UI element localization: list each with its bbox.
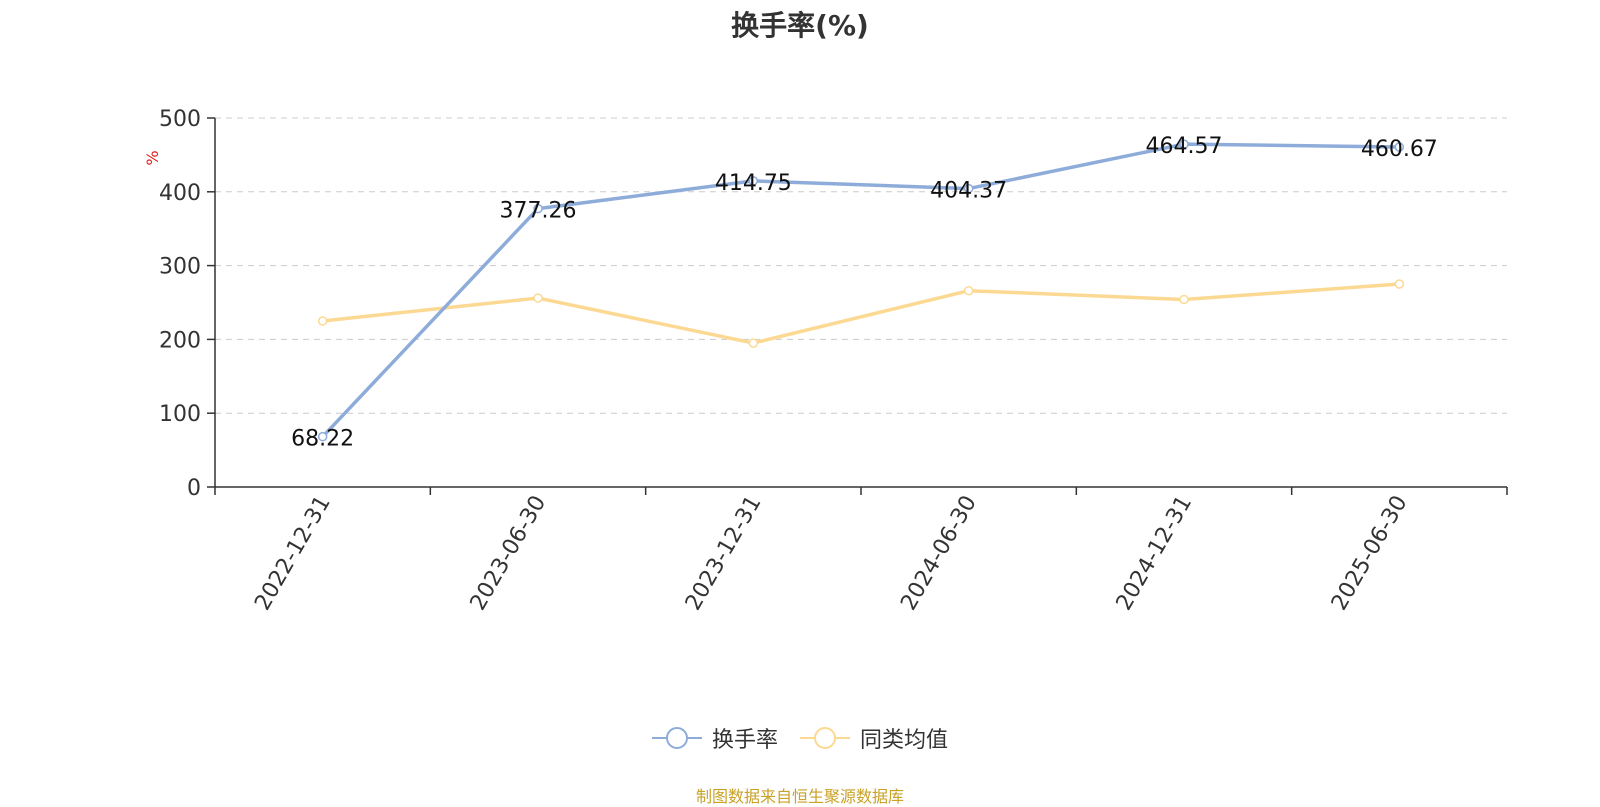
data-label-2024-06-30: 404.37 (930, 179, 1007, 204)
y-tick-label-300: 300 (159, 255, 201, 280)
data-label-2025-06-30: 460.67 (1361, 137, 1438, 162)
legend-symbol-turnover (651, 726, 702, 750)
x-tick-label-2024-06-30: 2024-06-30 (896, 492, 982, 615)
series-0-point-2024-12-31 (1179, 139, 1189, 149)
legend-label-peer-average: 同类均值 (860, 728, 949, 753)
data-label-2023-12-31: 414.75 (715, 171, 792, 196)
series-1-point-2024-12-31 (1179, 294, 1189, 305)
source-note: 制图数据来自恒生聚源数据库 (695, 787, 904, 806)
series-1-point-2023-06-30 (533, 293, 543, 303)
legend-symbol-peer-average (800, 726, 850, 750)
series-0-point-2024-06-30 (963, 183, 974, 194)
x-tick-label-2022-12-31: 2022-12-31 (250, 492, 336, 615)
series-0-point-2022-12-31 (317, 431, 328, 442)
legend-item-peer-average[interactable]: 同类均值 (800, 722, 948, 754)
series-1-point-2022-12-31 (317, 316, 328, 326)
series-1-point-2025-06-30 (1394, 279, 1405, 289)
legend: 换手率 同类均值 (0, 722, 1600, 754)
y-axis-label: % (143, 150, 162, 165)
x-tick-label-2023-12-31: 2023-12-31 (681, 492, 767, 615)
data-label-2022-12-31: 68.22 (291, 427, 354, 452)
legend-label-turnover: 换手率 (711, 728, 778, 753)
data-label-2024-12-31: 464.57 (1146, 134, 1223, 159)
series-0-point-2023-12-31 (748, 176, 759, 186)
series-1-point-2024-06-30 (963, 285, 974, 296)
chart-title: 换手率(%) (731, 9, 869, 42)
y-tick-label-100: 100 (159, 402, 201, 427)
y-tick-label-200: 200 (159, 328, 201, 353)
series-line-0 (321, 142, 1400, 438)
x-tick-label-2023-06-30: 2023-06-30 (466, 492, 552, 615)
series-line-1 (322, 282, 1400, 345)
series-1-point-2023-12-31 (748, 338, 759, 348)
data-label-2023-06-30: 377.26 (500, 199, 577, 224)
x-tick-label-2024-12-31: 2024-12-31 (1112, 492, 1198, 615)
y-tick-label-500: 500 (159, 107, 201, 132)
legend-item-turnover[interactable]: 换手率 (651, 722, 778, 754)
y-tick-label-0: 0 (187, 476, 201, 501)
series-0-point-2023-06-30 (533, 203, 543, 214)
x-tick-label-2025-06-30: 2025-06-30 (1327, 492, 1413, 615)
y-tick-label-400: 400 (159, 181, 201, 206)
series-0-point-2025-06-30 (1394, 142, 1405, 152)
